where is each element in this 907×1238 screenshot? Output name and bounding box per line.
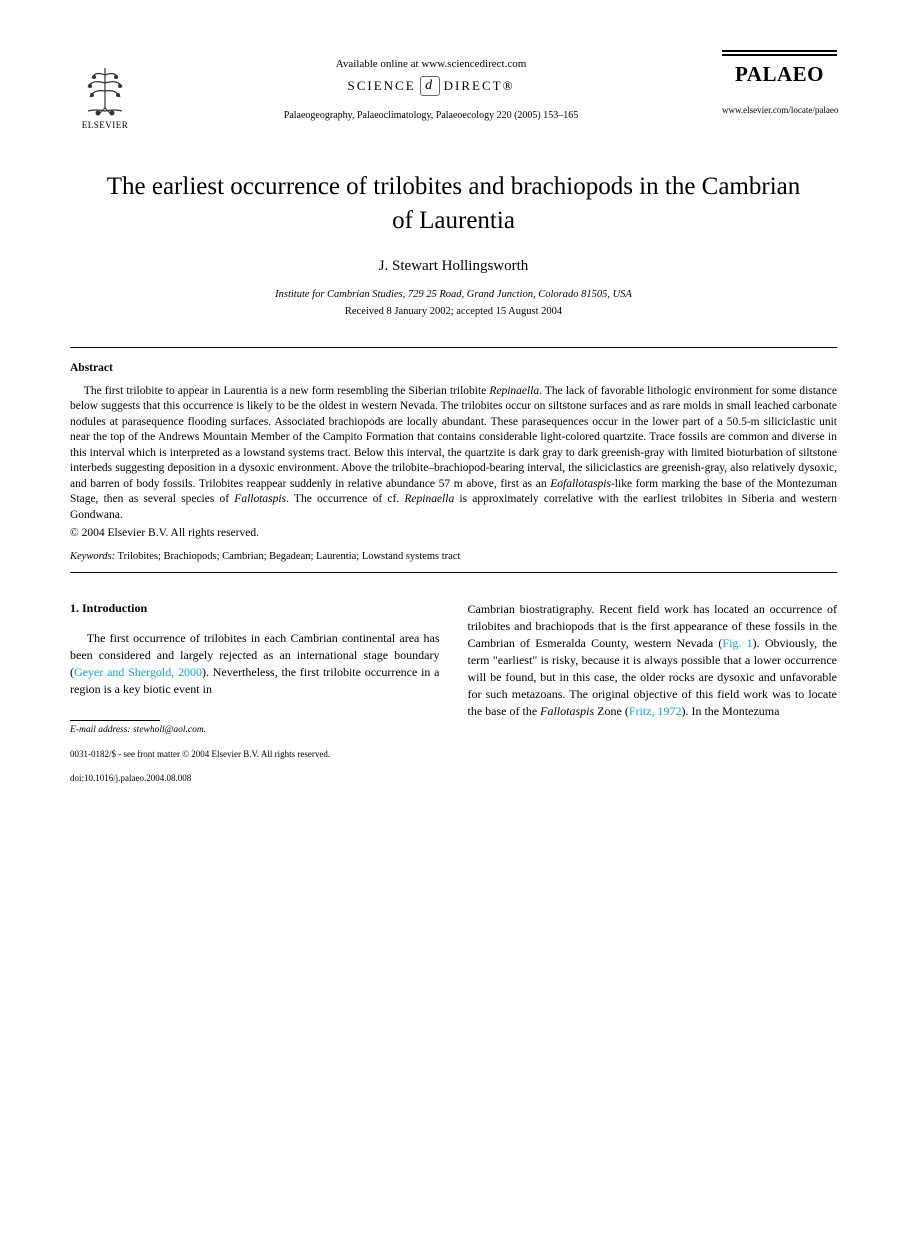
sd-d-icon: d [420, 76, 440, 96]
publisher-name: ELSEVIER [82, 120, 129, 130]
abstract-taxon: Fallotaspis [234, 493, 286, 505]
abstract-text: The first trilobite to appear in Laurent… [84, 385, 490, 397]
header-center: Available online at www.sciencedirect.co… [140, 50, 722, 121]
publisher-logo: ELSEVIER [70, 50, 140, 130]
page-header: ELSEVIER Available online at www.science… [70, 50, 837, 130]
body-text: ). In the Montezuma [681, 704, 779, 718]
divider-below-abstract [70, 572, 837, 573]
footnote-email-address: stewholl@aol.com. [131, 725, 207, 735]
article-dates: Received 8 January 2002; accepted 15 Aug… [70, 306, 837, 317]
footnote-separator [70, 720, 160, 721]
footnote-email: E-mail address: stewholl@aol.com. [70, 725, 440, 735]
article-title: The earliest occurrence of trilobites an… [100, 170, 807, 238]
citation-link[interactable]: Geyer and Shergold, 2000 [74, 665, 202, 679]
abstract-taxon: Eofallotaspis [550, 478, 611, 490]
journal-logo-text: PALAEO [722, 62, 837, 87]
body-text: Zone ( [594, 704, 629, 718]
science-direct-logo: SCIENCE d DIRECT® [140, 76, 722, 96]
section-heading-intro: 1. Introduction [70, 601, 440, 616]
divider-above-abstract [70, 347, 837, 348]
column-right: Cambrian biostratigraphy. Recent field w… [468, 601, 838, 735]
taxon-name: Fallotaspis [540, 704, 594, 718]
sd-text-left: SCIENCE [348, 78, 416, 94]
footer-doi: doi:10.1016/j.palaeo.2004.08.008 [70, 773, 837, 783]
footer-front-matter: 0031-0182/$ - see front matter © 2004 El… [70, 749, 837, 759]
abstract-text: . The occurrence of cf. [286, 493, 404, 505]
intro-paragraph-cont: Cambrian biostratigraphy. Recent field w… [468, 601, 838, 720]
keywords-line: Keywords: Trilobites; Brachiopods; Cambr… [70, 551, 837, 562]
body-columns: 1. Introduction The first occurrence of … [70, 601, 837, 735]
abstract-copyright: © 2004 Elsevier B.V. All rights reserved… [70, 527, 837, 539]
abstract-heading: Abstract [70, 362, 837, 374]
journal-url: www.elsevier.com/locate/palaeo [722, 105, 837, 115]
author-name: J. Stewart Hollingsworth [70, 258, 837, 275]
figure-link[interactable]: Fig. 1 [722, 636, 752, 650]
keywords-text: Trilobites; Brachiopods; Cambrian; Begad… [115, 551, 460, 562]
sd-text-right: DIRECT® [444, 78, 515, 94]
footnote-label: E-mail address: [70, 725, 131, 735]
keywords-label: Keywords: [70, 551, 115, 562]
abstract-text: . The lack of favorable lithologic envir… [70, 385, 837, 490]
intro-paragraph: The first occurrence of trilobites in ea… [70, 630, 440, 698]
abstract-body: The first trilobite to appear in Laurent… [70, 384, 837, 524]
journal-reference: Palaeogeography, Palaeoclimatology, Pala… [140, 110, 722, 121]
available-online-text: Available online at www.sciencedirect.co… [140, 58, 722, 70]
column-left: 1. Introduction The first occurrence of … [70, 601, 440, 735]
journal-logo-rule [722, 50, 837, 56]
author-affiliation: Institute for Cambrian Studies, 729 25 R… [70, 289, 837, 300]
abstract-taxon: Repinaella [489, 385, 539, 397]
journal-logo-box: PALAEO www.elsevier.com/locate/palaeo [722, 50, 837, 115]
citation-link[interactable]: Fritz, 1972 [629, 704, 682, 718]
elsevier-tree-icon [80, 63, 130, 118]
abstract-taxon: Repinaella [404, 493, 454, 505]
